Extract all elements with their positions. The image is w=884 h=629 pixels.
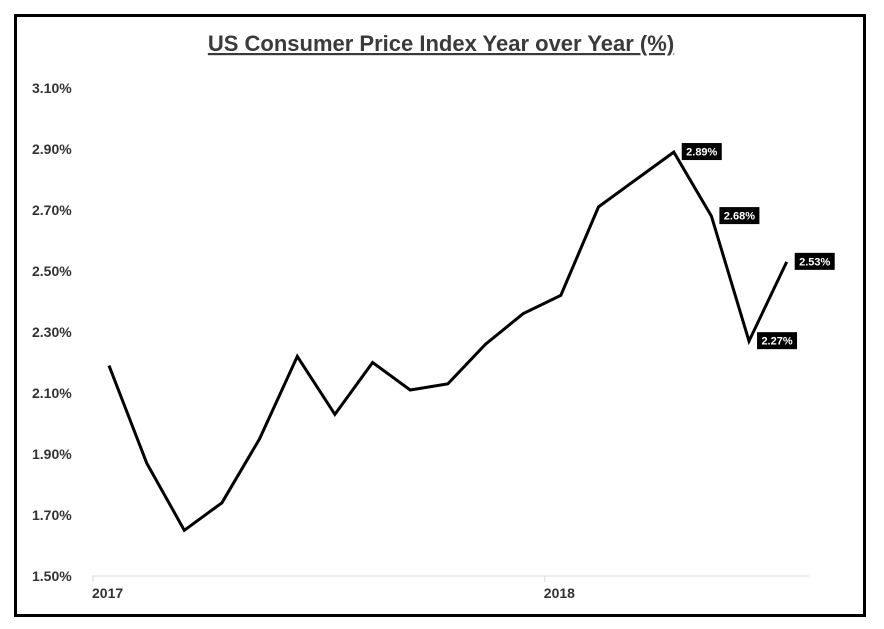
y-axis: 3.10% 2.90% 2.70% 2.50% 2.30% 2.10% 1.90% 1.70%…: [32, 80, 72, 584]
x-tick-label: 2017: [92, 585, 123, 601]
series-line: [107, 149, 789, 533]
data-label-box: [757, 332, 798, 350]
data-label: 2.89%: [681, 143, 722, 161]
data-label-text: 2.53%: [799, 256, 830, 268]
data-labels: 2.89% 2.68% 2.27% 2.53%: [681, 143, 835, 350]
data-label-text: 2.27%: [761, 336, 792, 348]
chart-frame: US Consumer Price Index Year over Year (…: [14, 14, 866, 617]
data-label-text: 2.68%: [724, 211, 755, 223]
data-label-box: [794, 252, 835, 270]
y-tick-label: 2.50%: [32, 263, 72, 279]
y-tick-label: 3.10%: [32, 80, 72, 96]
y-tick-label: 2.10%: [32, 385, 72, 401]
chart-title: US Consumer Price Index Year over Year (…: [208, 31, 674, 56]
x-tick-label: 2018: [544, 585, 575, 601]
y-tick-label: 2.70%: [32, 202, 72, 218]
series-layer: [107, 149, 789, 533]
y-tick-label: 2.90%: [32, 141, 72, 157]
y-tick-label: 2.30%: [32, 324, 72, 340]
data-label-text: 2.89%: [686, 147, 717, 159]
line-chart: US Consumer Price Index Year over Year (…: [32, 31, 835, 601]
x-axis: 2017 2018: [92, 576, 575, 601]
data-label-box: [681, 143, 722, 161]
y-tick-label: 1.90%: [32, 446, 72, 462]
data-label: 2.27%: [757, 332, 798, 350]
y-tick-label: 1.50%: [32, 568, 72, 584]
data-label: 2.53%: [794, 252, 835, 270]
y-tick-label: 1.70%: [32, 507, 72, 523]
data-label: 2.68%: [719, 207, 760, 225]
data-label-box: [719, 207, 760, 225]
